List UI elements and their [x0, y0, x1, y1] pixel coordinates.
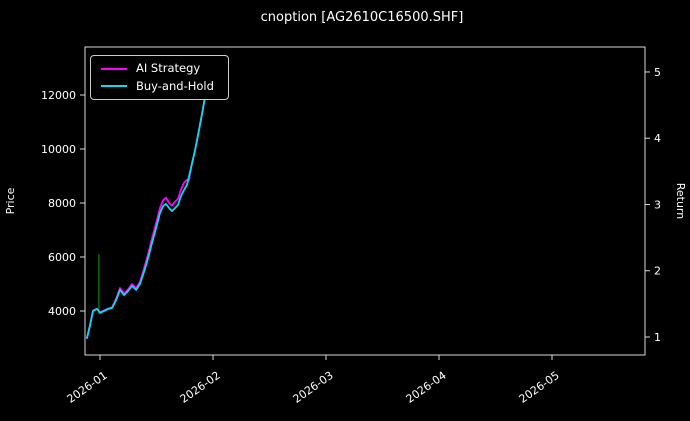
plot-content: 2026-01 2026-02 2026-03 2026-04 2026-05 4000 6…: [41, 55, 661, 406]
svg-text:8000: 8000: [48, 197, 76, 210]
svg-text:1: 1: [654, 331, 661, 344]
svg-text:2026-01: 2026-01: [65, 369, 110, 406]
plot-area: [84, 46, 646, 356]
legend-line-swatch-ai-strategy: [101, 67, 127, 70]
legend-label-buy-and-hold: Buy-and-Hold: [136, 78, 214, 93]
legend: AI Strategy Buy-and-Hold: [90, 55, 229, 100]
y-axis-label-right: Return: [674, 183, 687, 220]
svg-text:2026-04: 2026-04: [404, 369, 449, 406]
y-axis-label-left: Price: [4, 187, 17, 214]
svg-text:12000: 12000: [41, 89, 76, 102]
legend-label-ai-strategy: AI Strategy: [136, 61, 201, 75]
svg-text:2026-03: 2026-03: [291, 369, 336, 406]
svg-text:6000: 6000: [48, 251, 76, 264]
svg-text:3: 3: [654, 198, 661, 211]
chart-title: cnoption [AG2610C16500.SHF]: [261, 10, 464, 25]
svg-text:10000: 10000: [41, 143, 76, 156]
legend-line-swatch-buy-and-hold: [101, 85, 127, 88]
svg-text:2026-05: 2026-05: [517, 369, 562, 406]
legend-item-ai-strategy: AI Strategy: [101, 61, 214, 75]
legend-item-buy-and-hold: Buy-and-Hold: [101, 78, 214, 93]
svg-text:4000: 4000: [48, 305, 76, 318]
svg-text:5: 5: [654, 66, 661, 79]
svg-text:2: 2: [654, 265, 661, 278]
svg-text:2026-02: 2026-02: [178, 369, 223, 406]
svg-text:4: 4: [654, 132, 661, 145]
